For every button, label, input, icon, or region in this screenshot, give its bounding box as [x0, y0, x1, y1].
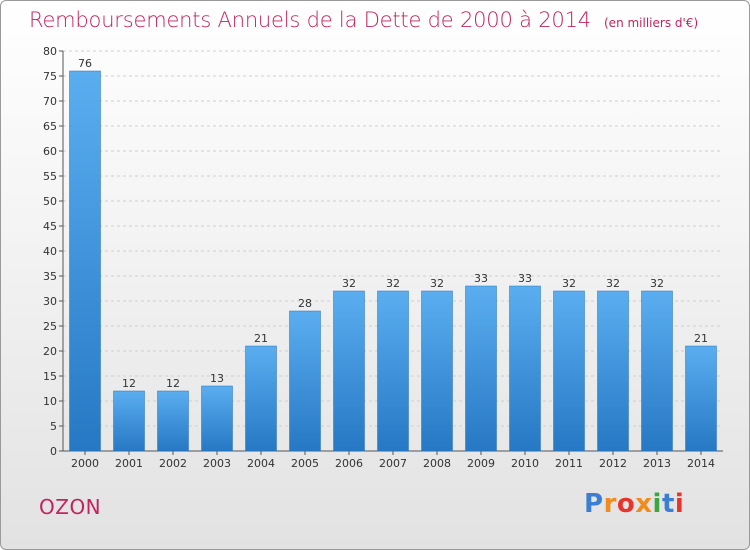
chart-title: Remboursements Annuels de la Dette de 20… [29, 8, 698, 32]
x-tick-label: 2006 [335, 457, 363, 470]
x-tick-label: 2001 [115, 457, 143, 470]
bar-value-label: 28 [298, 297, 312, 310]
bar-value-label: 33 [518, 272, 532, 285]
logo-letter: i [652, 489, 662, 519]
bar [333, 290, 365, 452]
bar [69, 70, 101, 452]
bar-value-label: 13 [210, 372, 224, 385]
bar [113, 390, 145, 452]
y-tick-label: 45 [43, 220, 57, 233]
x-tick-label: 2000 [71, 457, 99, 470]
y-tick-label: 80 [43, 45, 57, 58]
x-tick-label: 2002 [159, 457, 187, 470]
bar-value-label: 32 [606, 277, 620, 290]
y-tick-label: 40 [43, 245, 57, 258]
x-tick-label: 2011 [555, 457, 583, 470]
title-unit: (en milliers d'€) [604, 16, 699, 30]
y-tick-label: 50 [43, 195, 57, 208]
logo-letter: P [584, 489, 604, 519]
x-tick-label: 2008 [423, 457, 451, 470]
logo-letter: i [674, 489, 685, 519]
y-tick-label: 70 [43, 95, 57, 108]
x-tick-label: 2005 [291, 457, 319, 470]
bar [641, 290, 673, 452]
y-tick-label: 15 [43, 370, 57, 383]
y-tick-label: 30 [43, 295, 57, 308]
x-tick-label: 2009 [467, 457, 495, 470]
bar-value-label: 12 [166, 377, 180, 390]
bar [201, 385, 233, 452]
bar [509, 285, 541, 452]
proxiti-logo: Proxiti [584, 489, 684, 519]
bar-value-label: 33 [474, 272, 488, 285]
x-tick-label: 2013 [643, 457, 671, 470]
commune-name: OZON [39, 495, 102, 519]
y-tick-label: 55 [43, 170, 57, 183]
x-tick-label: 2003 [203, 457, 231, 470]
y-tick-label: 5 [50, 420, 57, 433]
y-tick-label: 60 [43, 145, 57, 158]
bar [289, 310, 321, 452]
y-tick-label: 20 [43, 345, 57, 358]
logo-letter: r [603, 489, 617, 519]
y-tick-label: 0 [50, 445, 57, 458]
bar [421, 290, 453, 452]
x-tick-label: 2014 [687, 457, 715, 470]
logo-letter: x [635, 489, 653, 519]
bar [465, 285, 497, 452]
y-tick-label: 75 [43, 70, 57, 83]
bar-value-label: 12 [122, 377, 136, 390]
bar-value-label: 32 [430, 277, 444, 290]
logo-letter: o [616, 489, 636, 519]
logo-letter: t [661, 489, 675, 519]
y-tick-label: 65 [43, 120, 57, 133]
title-main: Remboursements Annuels de la Dette de 20… [29, 8, 591, 32]
bar [685, 345, 717, 452]
bar-value-label: 21 [694, 332, 708, 345]
bar-value-label: 32 [650, 277, 664, 290]
bar-value-label: 21 [254, 332, 268, 345]
x-tick-label: 2010 [511, 457, 539, 470]
bar-value-label: 32 [342, 277, 356, 290]
y-tick-label: 35 [43, 270, 57, 283]
bar-value-label: 32 [562, 277, 576, 290]
x-tick-label: 2012 [599, 457, 627, 470]
bar [553, 290, 585, 452]
bar [597, 290, 629, 452]
bar [245, 345, 277, 452]
x-tick-label: 2007 [379, 457, 407, 470]
bar [377, 290, 409, 452]
bar-value-label: 76 [78, 57, 92, 70]
y-tick-label: 25 [43, 320, 57, 333]
bar-value-label: 32 [386, 277, 400, 290]
y-tick-label: 10 [43, 395, 57, 408]
bar [157, 390, 189, 452]
x-tick-label: 2004 [247, 457, 275, 470]
